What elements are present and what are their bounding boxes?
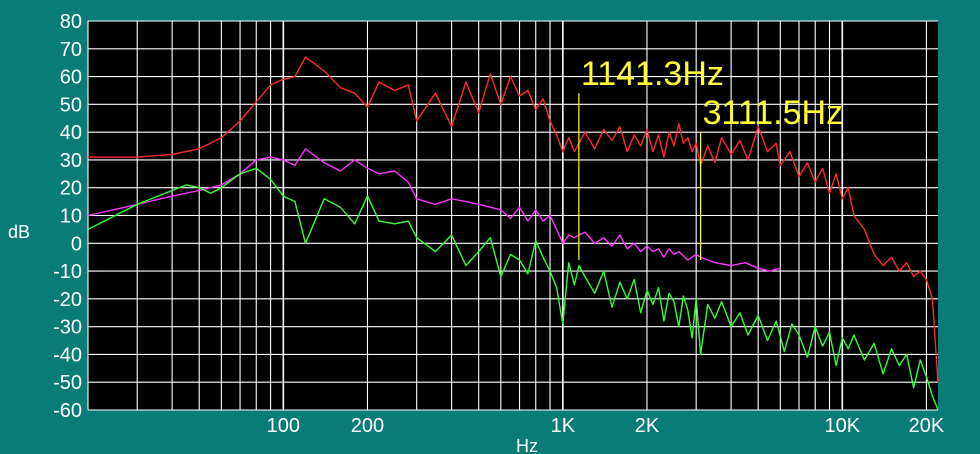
y-tick-label: -30 — [53, 317, 82, 339]
series-line-3 — [87, 167, 939, 411]
x-tick-label: 2K — [635, 415, 660, 437]
y-tick-labels: 80 70 60 50 40 30 20 10 0 -10 -20 -30 -40 -50 -60 — [53, 11, 82, 422]
y-tick-label: 60 — [60, 67, 82, 89]
y-tick-label: 0 — [71, 233, 82, 255]
y-tick-label: -50 — [53, 372, 82, 394]
y-tick-label: 80 — [60, 11, 82, 33]
marker-label-2: 3111.5Hz — [703, 94, 844, 132]
y-tick-label: 20 — [60, 178, 82, 200]
series-line-2 — [87, 148, 781, 272]
x-tick-labels: 100 200 1K 2K 10K 20K — [267, 415, 945, 437]
y-tick-label: -20 — [53, 289, 82, 311]
y-tick-label: -40 — [53, 344, 82, 366]
y-tick-label: 10 — [60, 206, 82, 228]
series-line-1 — [88, 56, 939, 383]
marker-label-1: 1141.3Hz — [581, 55, 724, 93]
x-tick-label: 20K — [909, 415, 945, 437]
series-group — [87, 56, 939, 411]
y-axis-label: dB — [8, 222, 30, 242]
x-tick-label: 1K — [551, 415, 576, 437]
y-tick-label: 50 — [60, 94, 82, 116]
y-tick-label: -10 — [53, 261, 82, 283]
y-tick-label: 30 — [60, 150, 82, 172]
x-tick-label: 100 — [267, 415, 300, 437]
x-tick-label: 200 — [351, 415, 384, 437]
y-tick-label: 40 — [60, 122, 82, 144]
grid-major — [88, 20, 938, 411]
x-tick-label: 10K — [825, 415, 861, 437]
y-tick-label: 70 — [60, 39, 82, 61]
x-axis-label: Hz — [516, 436, 538, 454]
y-tick-label: -60 — [53, 400, 82, 422]
